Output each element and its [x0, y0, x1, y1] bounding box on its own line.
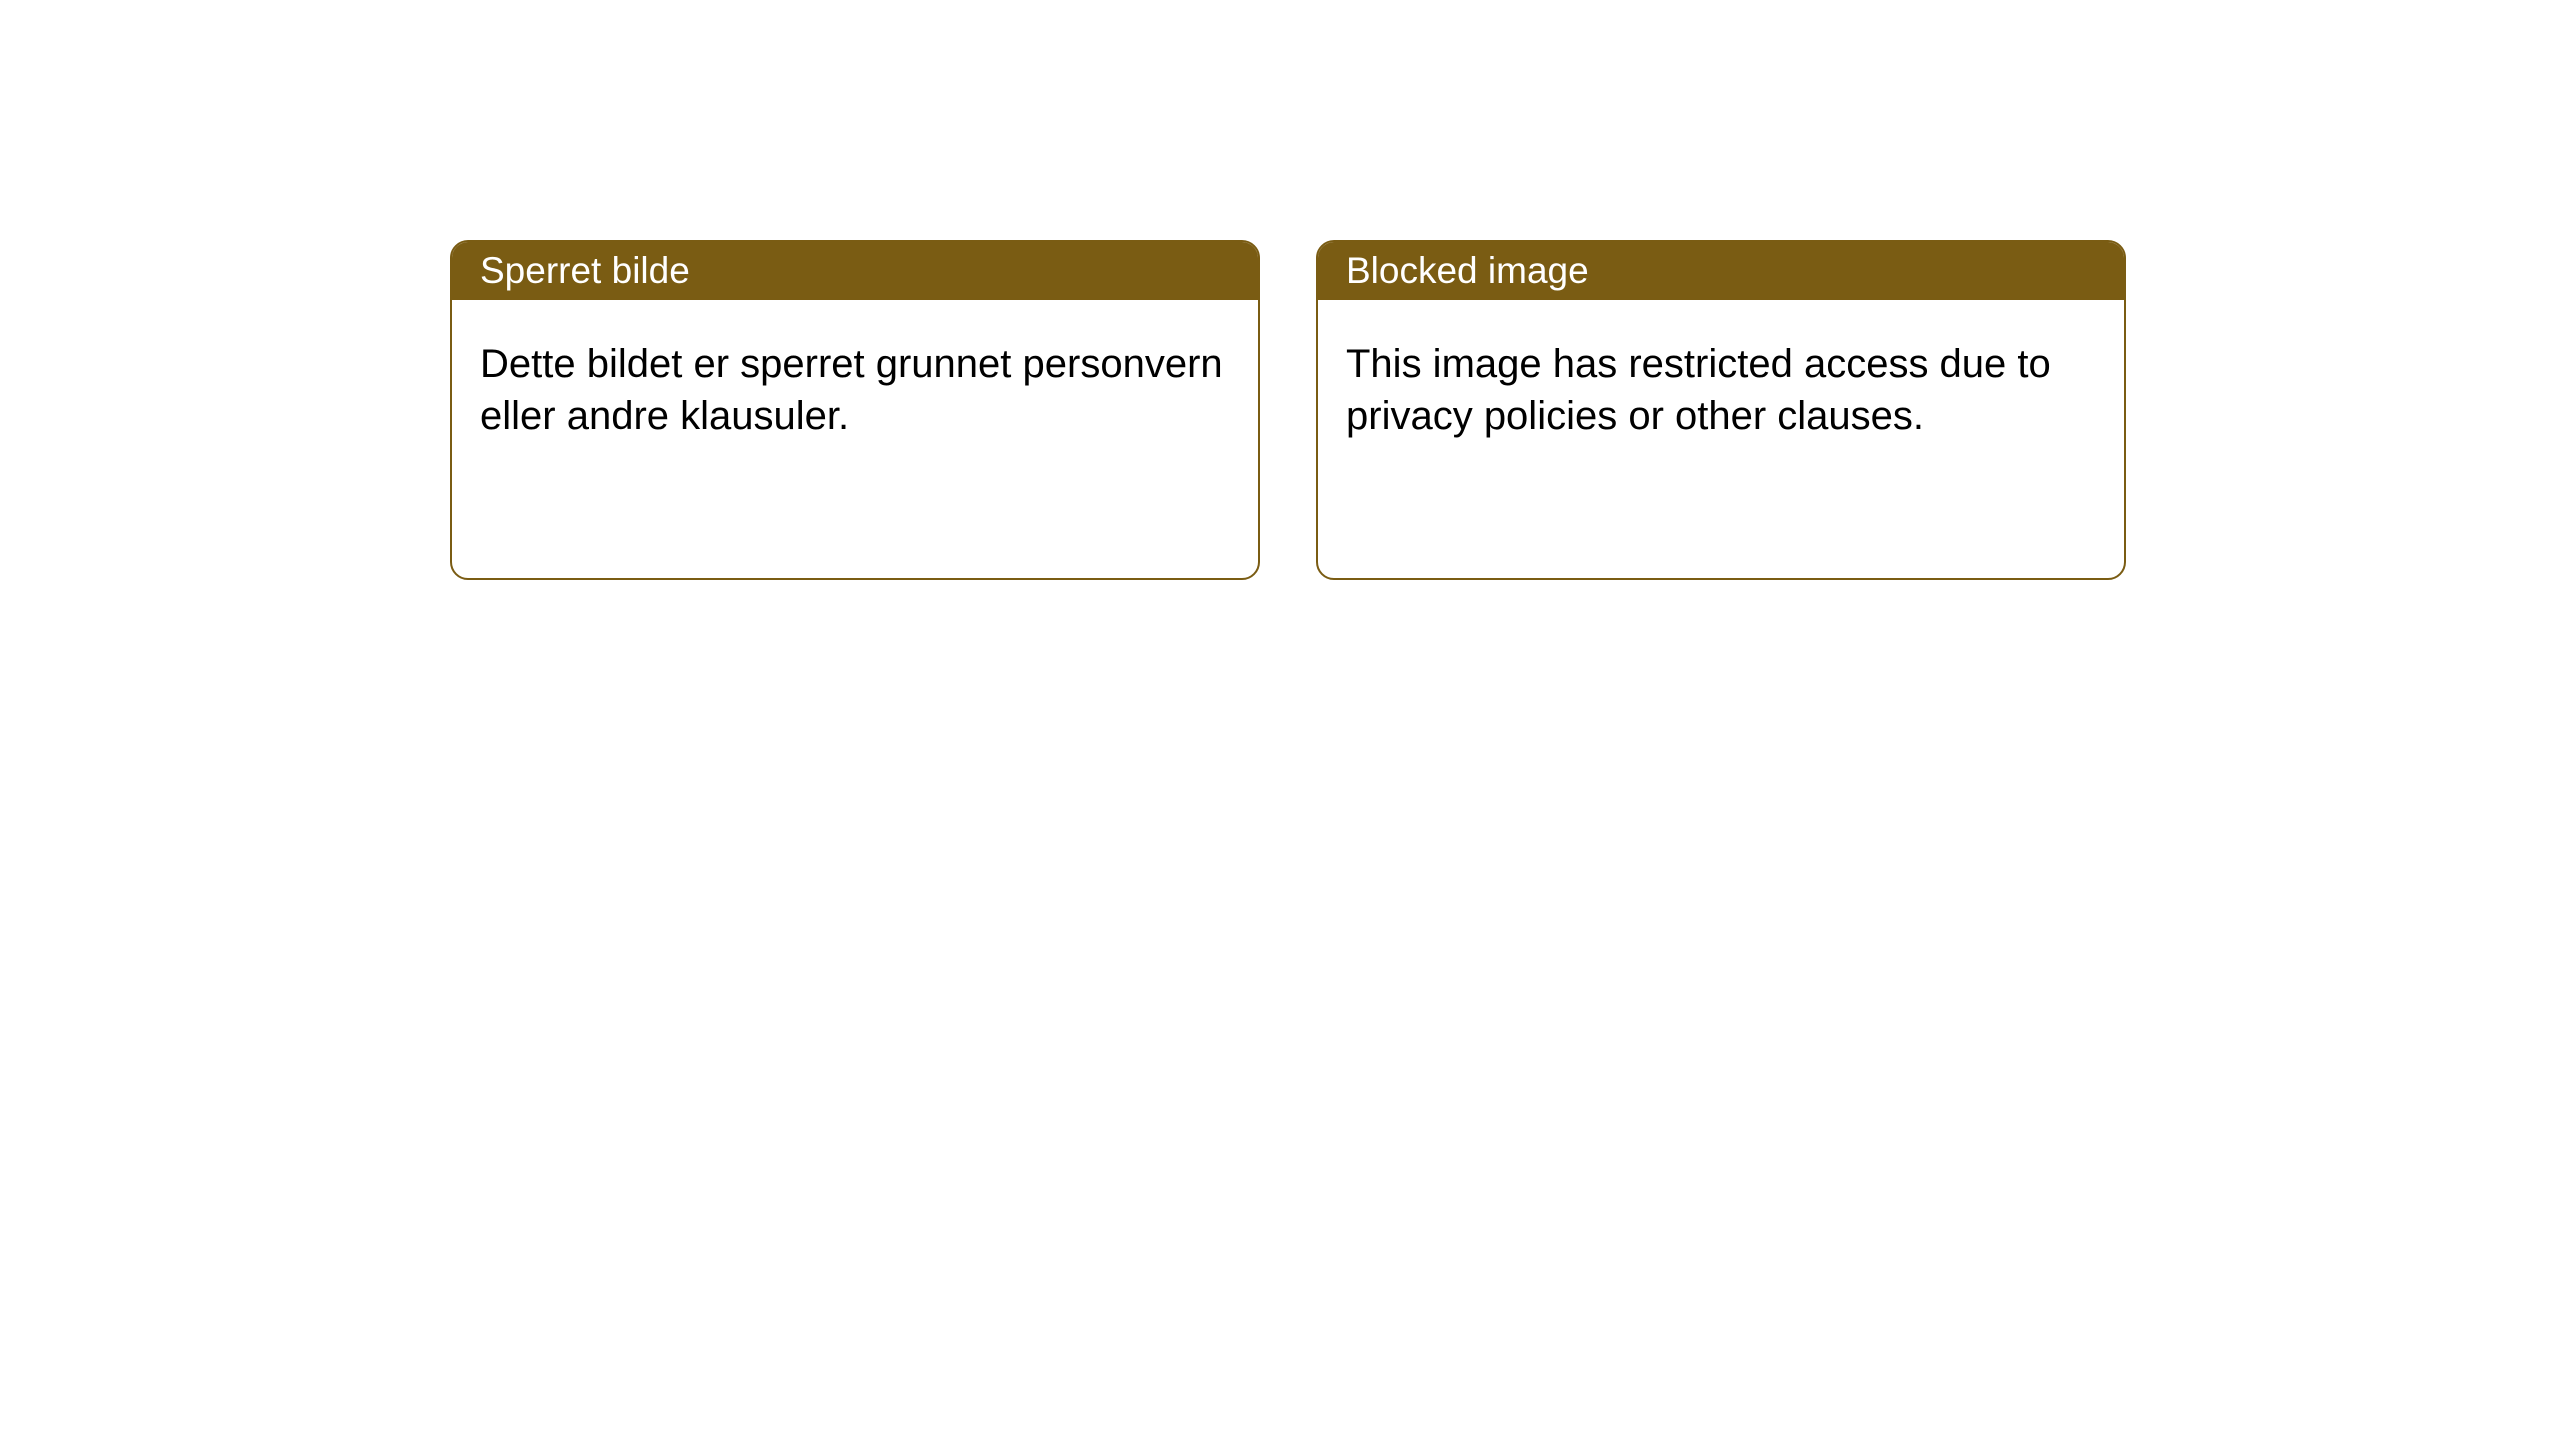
notice-box-norwegian: Sperret bilde Dette bildet er sperret gr…: [450, 240, 1260, 580]
notice-header: Blocked image: [1318, 242, 2124, 300]
notice-body: This image has restricted access due to …: [1318, 300, 2124, 470]
notice-box-english: Blocked image This image has restricted …: [1316, 240, 2126, 580]
notice-header: Sperret bilde: [452, 242, 1258, 300]
notice-container: Sperret bilde Dette bildet er sperret gr…: [0, 0, 2560, 580]
notice-body: Dette bildet er sperret grunnet personve…: [452, 300, 1258, 470]
